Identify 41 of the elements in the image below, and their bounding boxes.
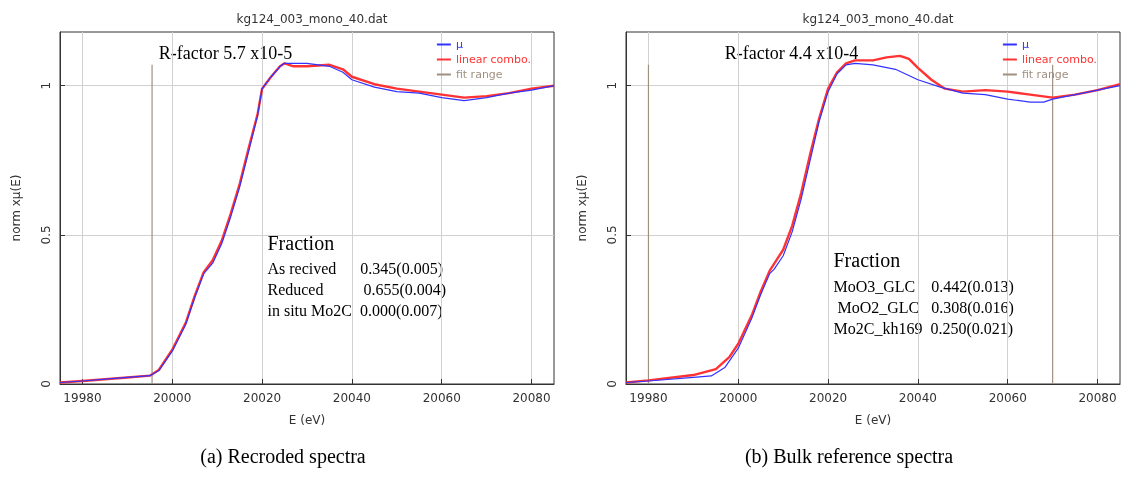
annotation: Fraction	[267, 231, 335, 254]
x-tick-label: 20060	[988, 391, 1027, 405]
x-tick-label: 20040	[898, 391, 937, 405]
y-tick-label: 1	[39, 81, 53, 90]
x-tick-label: 20080	[1078, 391, 1117, 405]
legend-label: linear combo.	[455, 53, 531, 66]
annotation: R-factor 4.4 x10-4	[724, 43, 859, 63]
annotation: Mo2C_kh169 0.250(0.021)	[833, 319, 1014, 338]
legend-label: fit range	[455, 68, 503, 81]
text: (a) Recroded spectra	[200, 445, 366, 468]
x-tick-label: 20000	[719, 391, 758, 405]
text: (b) Bulk reference spectra	[744, 445, 954, 468]
x-axis-title: E (eV)	[288, 413, 326, 427]
x-tick-label: 20020	[809, 391, 848, 405]
legend-label: linear combo.	[1021, 53, 1097, 66]
y-tick-label: 0.5	[39, 225, 53, 245]
x-tick-label: 20080	[512, 391, 551, 405]
x-tick-label: 20040	[332, 391, 371, 405]
x-tick-label: 20060	[422, 391, 461, 405]
annotation: MoO2_GLC 0.308(0.016)	[833, 298, 1014, 317]
legend-label: μ	[455, 38, 463, 51]
y-tick-label: 0.5	[605, 225, 619, 245]
annotation: Fraction	[833, 249, 901, 272]
y-tick-label: 0	[605, 380, 619, 388]
x-axis-title: E (eV)	[854, 413, 892, 427]
y-axis-title: norm xμ(E)	[575, 174, 589, 242]
x-tick-label: 20020	[243, 391, 282, 405]
y-tick-label: 1	[605, 81, 619, 90]
annotation: R-factor 5.7 x10-5	[158, 43, 293, 63]
y-axis-title: norm xμ(E)	[9, 174, 23, 242]
annotation: Reduced 0.655(0.004)	[267, 281, 447, 300]
x-tick-label: 20000	[153, 391, 192, 405]
annotation: As recived 0.345(0.005)	[267, 260, 443, 279]
annotation: in situ Mo2C 0.000(0.007)	[267, 302, 443, 321]
annotation: MoO3_GLC 0.442(0.013)	[833, 277, 1014, 296]
x-tick-label: 19980	[63, 391, 102, 405]
y-tick-label: 0	[39, 380, 53, 388]
chart-title: kg124_003_mono_40.dat	[236, 12, 388, 26]
chart-title: kg124_003_mono_40.dat	[802, 12, 954, 26]
legend-label: μ	[1021, 38, 1029, 51]
x-tick-label: 19980	[629, 391, 668, 405]
